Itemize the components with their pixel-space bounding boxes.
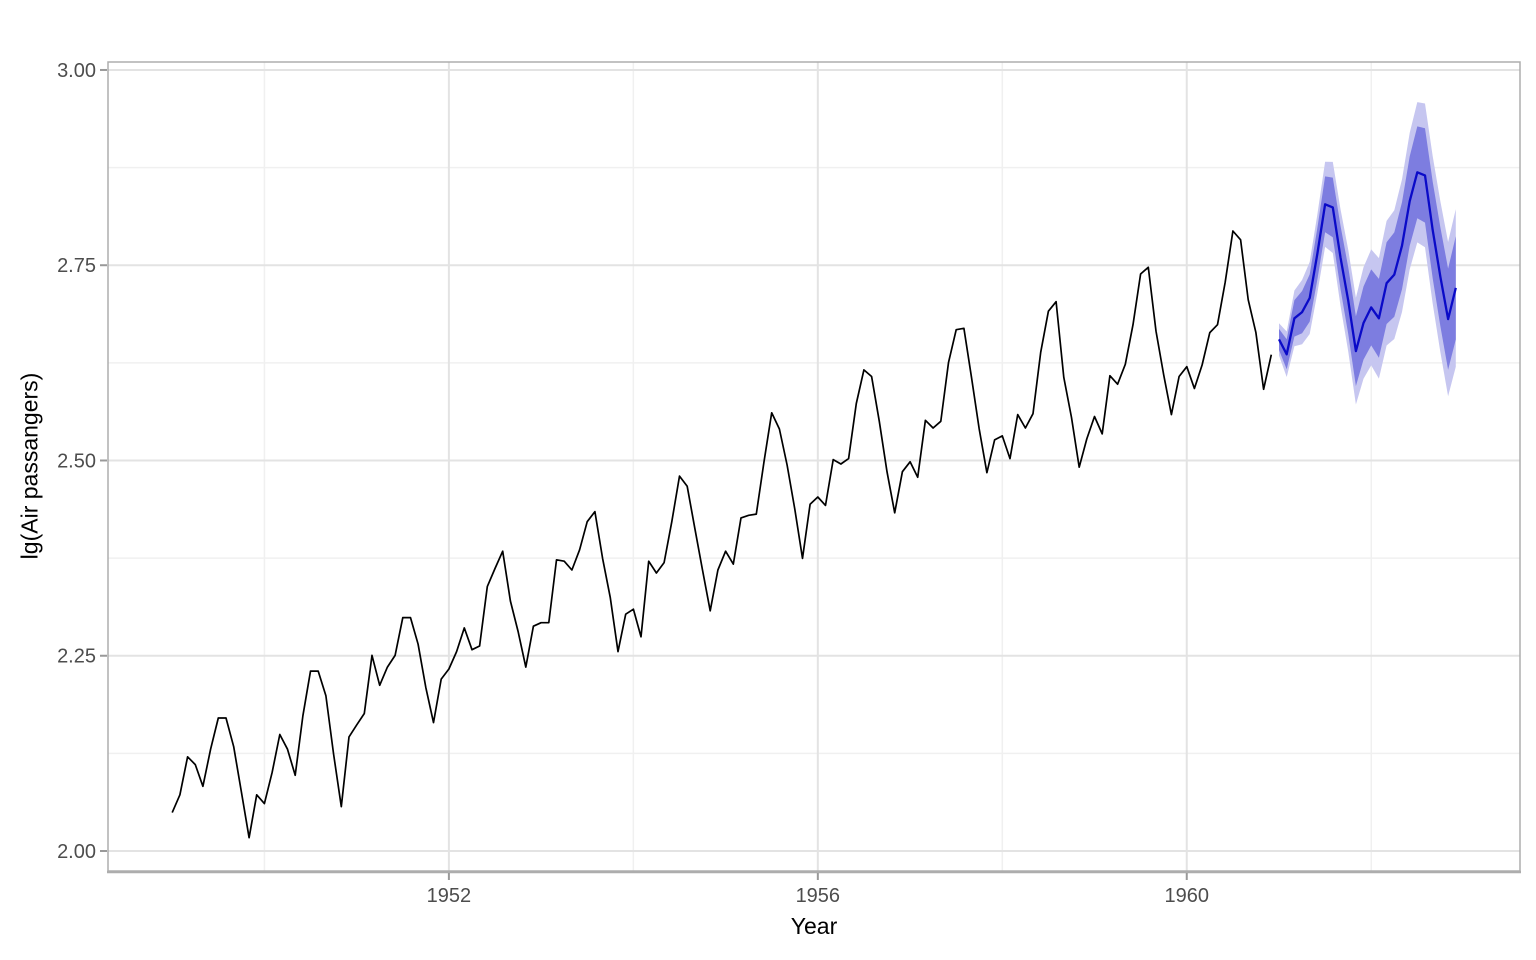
y-tick-label: 2.25 <box>57 646 96 668</box>
y-tick-label: 2.50 <box>57 450 96 472</box>
observed-series-line <box>171 230 1273 839</box>
y-tick-label: 2.75 <box>57 255 96 277</box>
y-tick-label: 3.00 <box>57 60 96 82</box>
x-tick-label: 1960 <box>1165 885 1210 907</box>
x-tick-label: 1956 <box>796 885 841 907</box>
forecast-series-line <box>1277 171 1457 356</box>
panel-background <box>108 62 1520 871</box>
x-axis-title: Year <box>790 913 838 939</box>
y-axis-title: lg(Air passangers) <box>16 372 43 560</box>
y-tick-label: 2.00 <box>57 841 96 863</box>
x-tick-label: 1952 <box>427 885 472 907</box>
